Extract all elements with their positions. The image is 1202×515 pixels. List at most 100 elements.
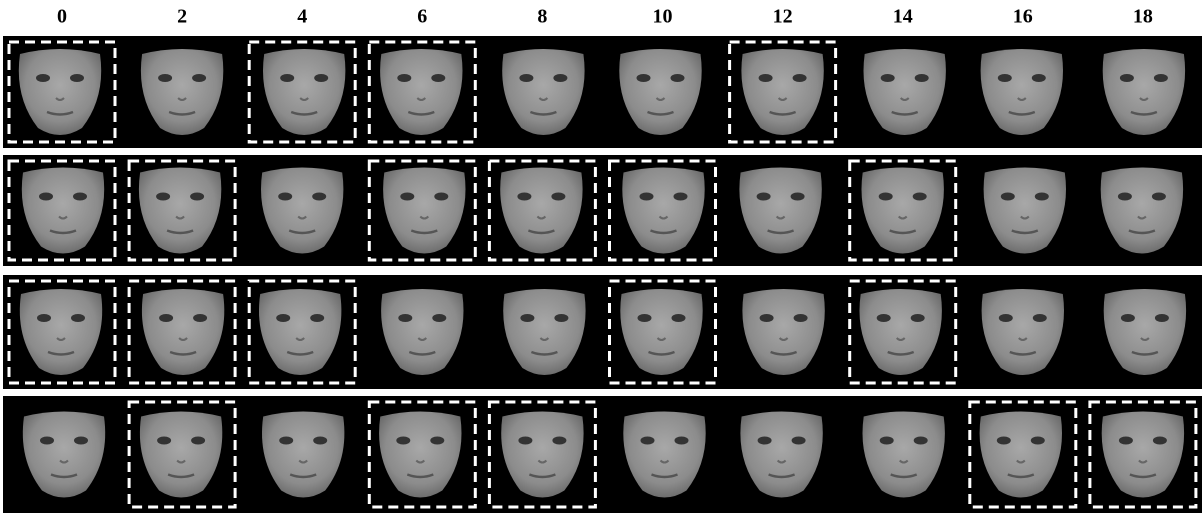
eye [1117, 192, 1132, 201]
eye [1118, 436, 1133, 445]
face [983, 167, 1066, 254]
highlight-box [367, 40, 477, 144]
highlight-box [7, 159, 117, 262]
face [262, 411, 345, 498]
face [140, 49, 224, 135]
mouth [1007, 473, 1035, 479]
eye [878, 192, 893, 201]
face-shape [262, 411, 345, 498]
face-shape [740, 411, 823, 498]
face [980, 49, 1063, 135]
nose [895, 337, 906, 341]
nose [177, 97, 187, 101]
face-shape [261, 167, 344, 254]
nose [1137, 215, 1147, 220]
nose [58, 215, 68, 220]
eye [912, 192, 927, 201]
eye [879, 436, 894, 445]
nose [899, 97, 910, 101]
nose [1016, 459, 1026, 464]
nose [55, 97, 65, 101]
face-shape [981, 289, 1064, 375]
nose [659, 459, 670, 464]
eye [400, 192, 415, 201]
highlight-box [487, 159, 597, 262]
mouth [530, 350, 558, 356]
eye [36, 74, 50, 82]
face-shape [622, 167, 705, 254]
face-shape [1100, 167, 1184, 254]
nose [1140, 337, 1150, 341]
mouth [767, 229, 795, 235]
face-shape [503, 289, 586, 375]
eye [758, 74, 773, 82]
mouth [1011, 229, 1039, 235]
eye [636, 74, 651, 82]
nose [658, 215, 669, 220]
mouth [891, 110, 919, 116]
eye [791, 436, 806, 445]
eye [876, 314, 891, 322]
highlight-box [487, 400, 597, 509]
face-shape [619, 49, 702, 135]
eye [431, 74, 446, 82]
nose [1018, 337, 1028, 341]
mouth [407, 110, 435, 116]
face-shape [139, 411, 223, 498]
mouth [50, 473, 78, 479]
eye [193, 314, 208, 322]
eye [996, 436, 1011, 445]
mouth [650, 229, 677, 235]
eye [190, 192, 205, 201]
face-shape [141, 289, 225, 375]
face [501, 411, 584, 498]
face-shape [739, 167, 822, 254]
eye [639, 192, 654, 201]
face [21, 167, 105, 254]
nose [538, 97, 549, 101]
column-labels: 0 2 4 6 8 10 12 14 16 18 [57, 6, 1153, 28]
face [19, 289, 103, 375]
face-shape [502, 49, 585, 135]
highlight-box [848, 279, 958, 385]
nose [537, 459, 548, 464]
nose [417, 337, 428, 341]
eye [1154, 314, 1169, 322]
nose [1138, 459, 1148, 464]
nose [1017, 97, 1027, 101]
eye [517, 192, 532, 201]
eye [997, 74, 1012, 82]
mouth [288, 229, 316, 235]
mouth [768, 473, 796, 479]
nose [176, 459, 186, 464]
face-shape [741, 49, 824, 135]
eye [159, 314, 174, 322]
eye [1152, 436, 1167, 445]
face-shape [138, 167, 222, 254]
highlight-box [367, 400, 477, 509]
mouth [1009, 350, 1037, 356]
nose [419, 215, 430, 220]
eye [518, 436, 533, 445]
highlight-box [127, 159, 237, 262]
face-shape [140, 49, 224, 135]
age-label: 0 [57, 6, 67, 28]
eye [759, 314, 774, 322]
eye [1120, 314, 1135, 322]
eye [158, 74, 173, 82]
face [1100, 167, 1184, 254]
eye [553, 74, 568, 82]
eye [552, 436, 567, 445]
highlight-box [127, 400, 237, 509]
nose [297, 215, 307, 220]
mouth [408, 350, 436, 356]
eye [792, 74, 807, 82]
face-shape [863, 49, 946, 135]
highlight-box [968, 400, 1078, 509]
eye [1153, 74, 1168, 82]
eye [192, 74, 207, 82]
nose [656, 337, 667, 341]
eye [70, 74, 84, 82]
mouth [651, 473, 678, 479]
